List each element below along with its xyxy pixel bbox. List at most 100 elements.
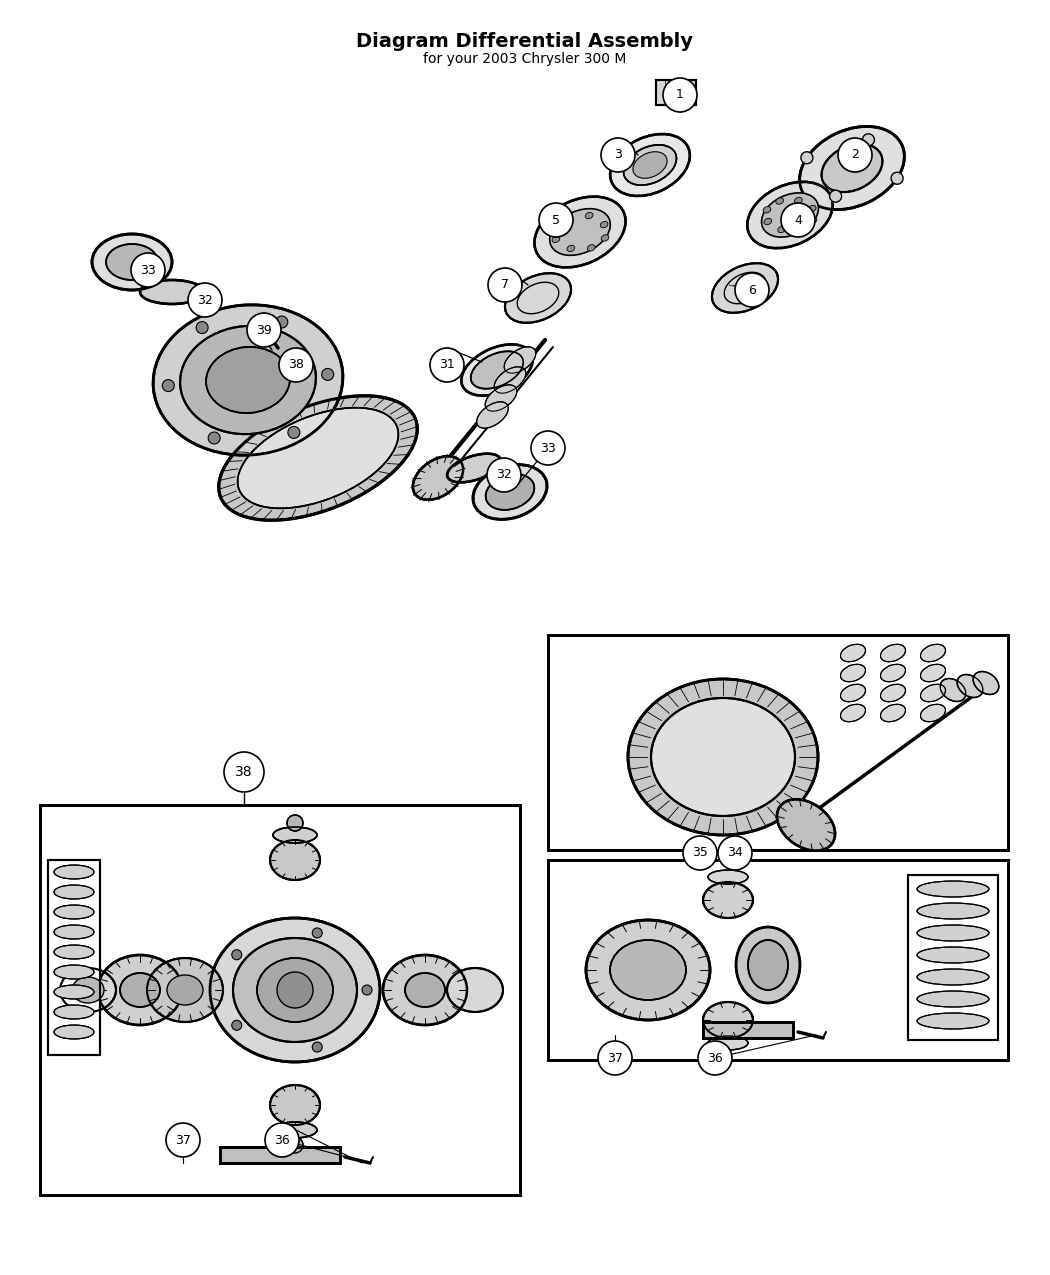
Text: 6: 6	[748, 283, 756, 297]
Circle shape	[718, 836, 752, 870]
Ellipse shape	[921, 644, 945, 662]
Text: 36: 36	[707, 1052, 722, 1065]
Ellipse shape	[534, 196, 626, 268]
Circle shape	[131, 252, 165, 287]
Ellipse shape	[447, 454, 501, 482]
Ellipse shape	[800, 126, 904, 209]
Ellipse shape	[651, 697, 795, 816]
Circle shape	[698, 1040, 732, 1075]
Circle shape	[312, 1042, 322, 1052]
Ellipse shape	[810, 217, 817, 223]
Ellipse shape	[54, 924, 94, 938]
Circle shape	[287, 1137, 303, 1153]
Circle shape	[891, 172, 903, 185]
Circle shape	[487, 458, 521, 492]
Text: 1: 1	[676, 88, 684, 102]
Ellipse shape	[601, 222, 608, 228]
Bar	[40, 805, 520, 1195]
Text: 33: 33	[540, 441, 555, 454]
Ellipse shape	[140, 280, 204, 303]
Ellipse shape	[167, 975, 203, 1005]
Circle shape	[801, 152, 813, 163]
Text: 32: 32	[496, 468, 512, 482]
Circle shape	[247, 312, 281, 347]
Bar	[548, 635, 1008, 850]
Circle shape	[277, 972, 313, 1009]
Ellipse shape	[748, 940, 788, 989]
Text: 38: 38	[235, 765, 253, 779]
Ellipse shape	[764, 218, 772, 224]
Ellipse shape	[54, 905, 94, 919]
Ellipse shape	[840, 704, 865, 722]
Ellipse shape	[776, 198, 783, 204]
Text: 35: 35	[692, 847, 708, 859]
Circle shape	[232, 950, 242, 960]
Circle shape	[321, 368, 334, 380]
Ellipse shape	[470, 352, 523, 389]
Ellipse shape	[777, 799, 835, 850]
Circle shape	[430, 348, 464, 382]
Ellipse shape	[958, 674, 983, 697]
Circle shape	[531, 431, 565, 465]
Ellipse shape	[273, 1122, 317, 1139]
Ellipse shape	[270, 840, 320, 880]
Ellipse shape	[54, 945, 94, 959]
Circle shape	[188, 283, 222, 317]
Bar	[220, 1148, 340, 1163]
Circle shape	[601, 138, 635, 172]
Circle shape	[265, 1123, 299, 1156]
Ellipse shape	[602, 235, 609, 241]
Ellipse shape	[917, 903, 989, 919]
Ellipse shape	[106, 244, 158, 280]
Bar	[656, 80, 696, 105]
Ellipse shape	[763, 207, 771, 213]
Ellipse shape	[477, 402, 508, 428]
Circle shape	[163, 380, 174, 391]
Ellipse shape	[795, 198, 802, 204]
Ellipse shape	[567, 245, 574, 251]
Ellipse shape	[147, 958, 223, 1023]
Ellipse shape	[808, 205, 816, 212]
Text: 4: 4	[794, 213, 802, 227]
Circle shape	[279, 348, 313, 382]
Circle shape	[196, 321, 208, 334]
Circle shape	[276, 316, 288, 328]
Ellipse shape	[586, 921, 710, 1020]
Text: 2: 2	[852, 148, 859, 162]
Ellipse shape	[840, 644, 865, 662]
Ellipse shape	[917, 881, 989, 898]
Bar	[40, 805, 520, 1195]
Ellipse shape	[881, 644, 905, 662]
Circle shape	[166, 1123, 200, 1156]
Text: 33: 33	[140, 264, 155, 277]
Bar	[548, 861, 1008, 1060]
Circle shape	[663, 78, 697, 112]
Ellipse shape	[610, 134, 690, 196]
Ellipse shape	[921, 704, 945, 722]
Ellipse shape	[748, 182, 833, 249]
Ellipse shape	[549, 209, 610, 255]
Ellipse shape	[973, 672, 999, 695]
Circle shape	[830, 190, 842, 203]
Ellipse shape	[495, 367, 526, 393]
Text: 38: 38	[288, 358, 303, 371]
Circle shape	[682, 836, 717, 870]
Ellipse shape	[633, 152, 667, 179]
Ellipse shape	[505, 273, 571, 323]
Ellipse shape	[447, 968, 503, 1012]
Ellipse shape	[565, 213, 572, 219]
Text: 39: 39	[256, 324, 272, 337]
Ellipse shape	[921, 664, 945, 682]
Circle shape	[781, 203, 815, 237]
Circle shape	[312, 928, 322, 938]
Ellipse shape	[98, 955, 182, 1025]
Ellipse shape	[708, 1037, 748, 1051]
Bar	[548, 635, 1008, 850]
Circle shape	[288, 426, 300, 439]
Ellipse shape	[383, 955, 467, 1025]
Ellipse shape	[54, 1025, 94, 1039]
Ellipse shape	[233, 938, 357, 1042]
Ellipse shape	[54, 885, 94, 899]
Ellipse shape	[153, 305, 343, 455]
Ellipse shape	[610, 940, 686, 1000]
